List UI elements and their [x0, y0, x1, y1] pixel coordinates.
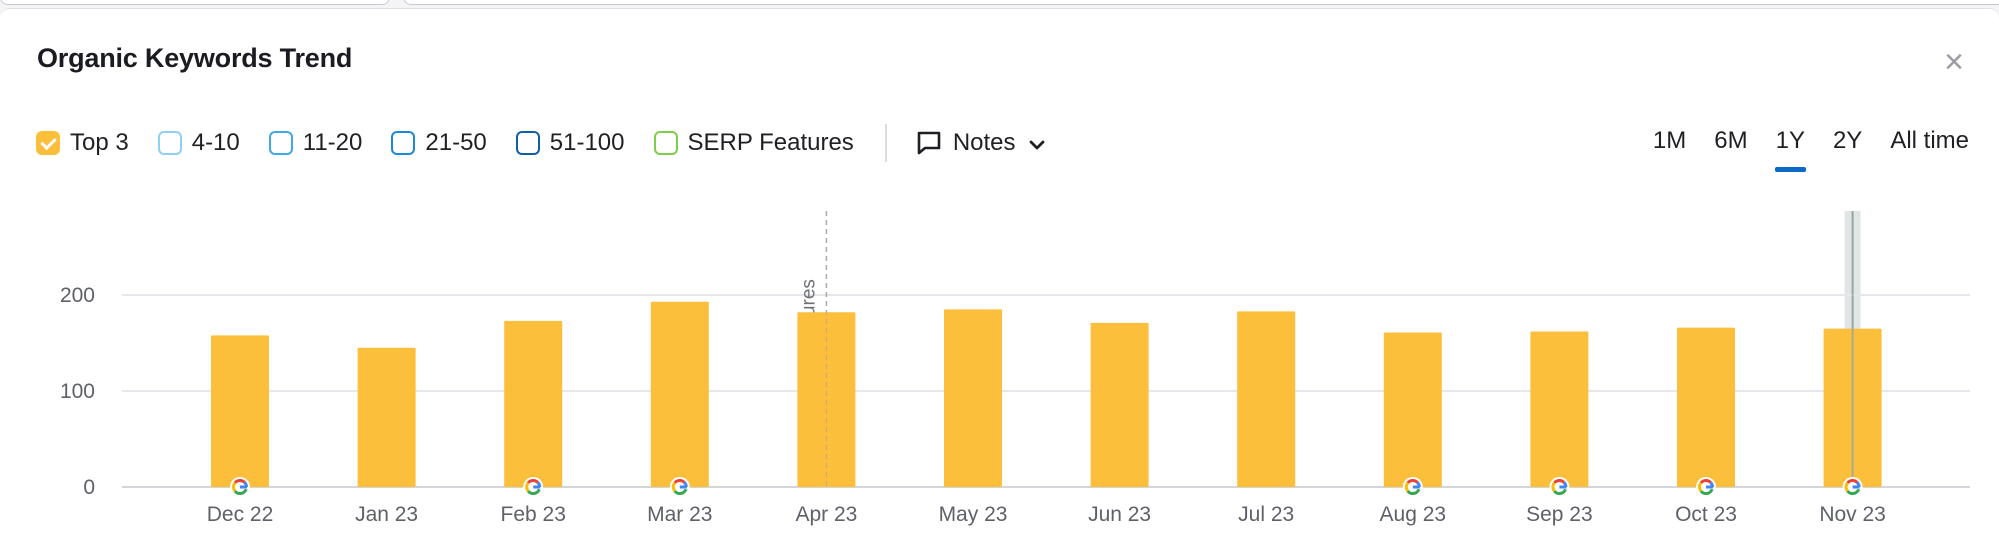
google-bar [1706, 485, 1713, 489]
google-arc-red [233, 479, 246, 484]
google-arc-yellow [1698, 481, 1703, 493]
google-arc-yellow [1844, 481, 1849, 493]
google-arc-green [1553, 488, 1567, 495]
google-arc-yellow [671, 481, 677, 493]
notes-label: Notes [952, 129, 1016, 156]
google-arc-green [233, 488, 248, 495]
google-arc-green [1406, 488, 1421, 495]
period-6m[interactable]: 6M [1714, 127, 1748, 154]
top-tab-strip [0, 0, 1999, 6]
google-update-icon [1842, 477, 1863, 497]
google-bar [1412, 485, 1420, 489]
close-icon[interactable]: × [1944, 43, 1964, 81]
chevron-down-icon [1029, 140, 1044, 150]
google-arc-green [673, 488, 688, 495]
period-all-time[interactable]: All time [1890, 127, 1969, 154]
google-update-icon [669, 477, 690, 497]
comment-icon [917, 131, 941, 155]
filter-label: 21-50 [425, 129, 487, 156]
google-arc-yellow [232, 481, 237, 493]
period-1y[interactable]: 1Y [1774, 127, 1807, 172]
period-2y[interactable]: 2Y [1832, 127, 1863, 154]
google-arc-green [1699, 488, 1714, 495]
google-bar [533, 485, 541, 489]
google-update-icon [230, 477, 250, 497]
tab-right[interactable] [403, 0, 1999, 5]
google-update-icon [1549, 477, 1570, 497]
google-update-icon [1696, 477, 1716, 497]
y-tick-label: 0 [83, 476, 95, 499]
filter-divider [884, 124, 887, 162]
google-arc-green [527, 488, 541, 495]
checkbox[interactable] [268, 131, 293, 155]
bar [797, 312, 856, 487]
x-tick-label: Mar 23 [647, 503, 712, 526]
bar [1237, 311, 1296, 487]
google-arc-yellow [525, 481, 530, 493]
filter-51-100[interactable]: 51-100 [515, 129, 625, 157]
x-tick-label: Jun 23 [1088, 503, 1151, 526]
filter-label: 4-10 [191, 129, 240, 156]
x-tick-label: Oct 23 [1675, 503, 1737, 526]
filter-label: SERP Features [687, 129, 854, 156]
x-tick-label: May 23 [939, 503, 1008, 526]
x-tick-label: Dec 22 [207, 503, 274, 526]
checkbox[interactable] [157, 131, 182, 155]
checkbox[interactable] [391, 131, 416, 155]
bar [1530, 331, 1589, 487]
checkbox[interactable] [653, 131, 678, 155]
x-tick-label: Nov 23 [1819, 503, 1886, 526]
x-tick-label: Apr 23 [795, 503, 857, 526]
google-update-icon [523, 477, 544, 497]
y-tick-label: 100 [60, 380, 95, 403]
position-filters: Top 3 4-10 11-20 21-50 51-100 SERP Featu… [36, 123, 1046, 163]
google-arc-red [1846, 479, 1859, 484]
x-tick-label: Aug 23 [1380, 503, 1447, 526]
google-arc-yellow [1551, 481, 1556, 493]
bar [211, 335, 269, 487]
filter-label: 51-100 [549, 129, 625, 156]
google-arc-red [527, 479, 539, 484]
period-1m[interactable]: 1M [1652, 127, 1687, 154]
bar [504, 320, 563, 487]
y-tick-label: 200 [60, 284, 95, 307]
filter-4-10[interactable]: 4-10 [157, 129, 240, 157]
google-arc-red [673, 479, 686, 484]
google-arc-red [1553, 479, 1566, 484]
notes-dropdown[interactable]: Notes [915, 129, 1046, 157]
google-arc-green [1846, 488, 1861, 495]
filter-serp-features[interactable]: SERP Features [653, 129, 854, 157]
filter-11-20[interactable]: 11-20 [268, 129, 363, 157]
filter-label: Top 3 [70, 129, 129, 156]
google-bar [1852, 485, 1860, 489]
x-tick-label: Sep 23 [1526, 503, 1593, 526]
bar [357, 347, 416, 487]
x-tick-label: Jan 23 [355, 503, 418, 526]
bar [1090, 322, 1149, 487]
google-bar [679, 485, 687, 489]
google-arc-red [1699, 479, 1712, 484]
google-arc-red [1406, 479, 1419, 484]
x-tick-label: Jul 23 [1238, 503, 1294, 526]
tab-left[interactable] [0, 0, 390, 5]
keywords-trend-card: Organic Keywords Trend × Top 3 4-10 11-2… [0, 8, 1999, 557]
google-arc-yellow [1404, 481, 1410, 493]
checkbox[interactable] [36, 131, 60, 155]
filter-top-3[interactable]: Top 3 [36, 129, 129, 157]
x-tick-label: Feb 23 [501, 503, 566, 526]
period-selector: 1M 6M 1Y 2Y All time [1625, 127, 1969, 172]
bar [1677, 327, 1735, 487]
bar [1383, 332, 1442, 487]
card-title: Organic Keywords Trend [37, 43, 353, 73]
google-update-icon [1402, 477, 1423, 497]
filter-label: 11-20 [302, 129, 363, 156]
checkbox[interactable] [515, 131, 540, 155]
google-bar [1559, 485, 1567, 489]
filter-21-50[interactable]: 21-50 [391, 129, 487, 157]
bar [944, 309, 1002, 487]
bar [650, 301, 709, 487]
google-bar [240, 485, 247, 489]
